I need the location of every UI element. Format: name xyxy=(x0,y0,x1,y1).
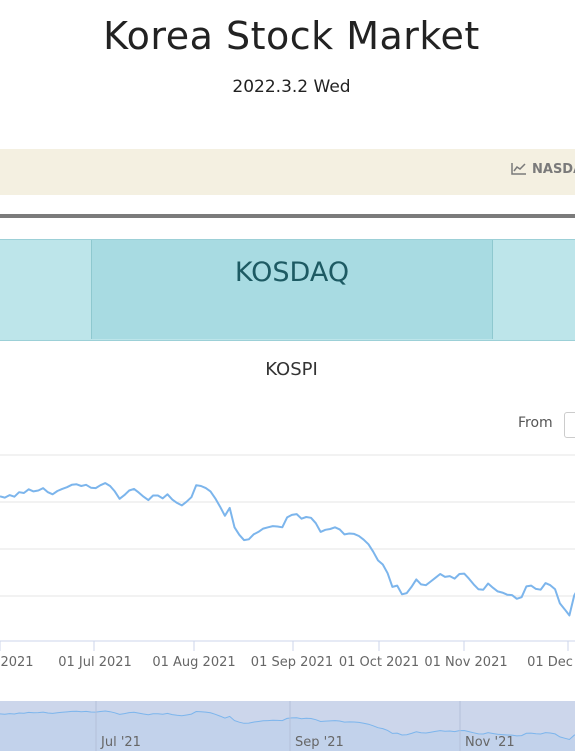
chart-navigator[interactable]: Jul '21 Sep '21 Nov '21 xyxy=(0,701,575,751)
navigator-tick-label: Sep '21 xyxy=(295,735,344,750)
kospi-chart: 2021 01 Jul 2021 01 Aug 2021 01 Sep 2021 01 … xyxy=(0,454,575,751)
navigator-tick-label: Jul '21 xyxy=(100,735,141,750)
nav-link-nasdaq[interactable]: NASDA xyxy=(511,162,575,177)
tab-kosdaq[interactable]: KOSDAQ xyxy=(91,240,493,339)
chart-grid xyxy=(0,454,575,642)
chart-title: KOSPI xyxy=(265,359,318,380)
navigator-area xyxy=(0,711,575,751)
page-date: 2022.3.2 Wed xyxy=(232,77,351,97)
page-title: Korea Stock Market xyxy=(103,14,480,58)
navigator-tick-label: Nov '21 xyxy=(465,735,515,750)
line-chart-icon xyxy=(511,162,532,177)
market-tabs: KOSDAQ xyxy=(0,239,575,341)
x-tick-label: 2021 xyxy=(0,655,33,670)
x-tick-label: 01 Oct 2021 xyxy=(339,655,419,670)
x-tick-label: 01 Jul 2021 xyxy=(58,655,132,670)
range-from-input[interactable] xyxy=(564,412,575,438)
section-divider xyxy=(0,214,575,218)
x-tick-label: 01 Sep 2021 xyxy=(251,655,333,670)
x-tick-label: 01 Nov 2021 xyxy=(424,655,507,670)
nav-link-label: NASDA xyxy=(532,162,575,177)
x-tick-label: 01 Aug 2021 xyxy=(152,655,235,670)
range-from-label: From xyxy=(518,415,553,431)
chart-x-axis: 2021 01 Jul 2021 01 Aug 2021 01 Sep 2021 01 … xyxy=(0,641,573,670)
x-tick-label: 01 Dec xyxy=(527,655,573,670)
chart-series xyxy=(0,482,575,617)
kospi-series-line xyxy=(0,482,575,617)
market-nav-bar: NASDA xyxy=(0,149,575,195)
